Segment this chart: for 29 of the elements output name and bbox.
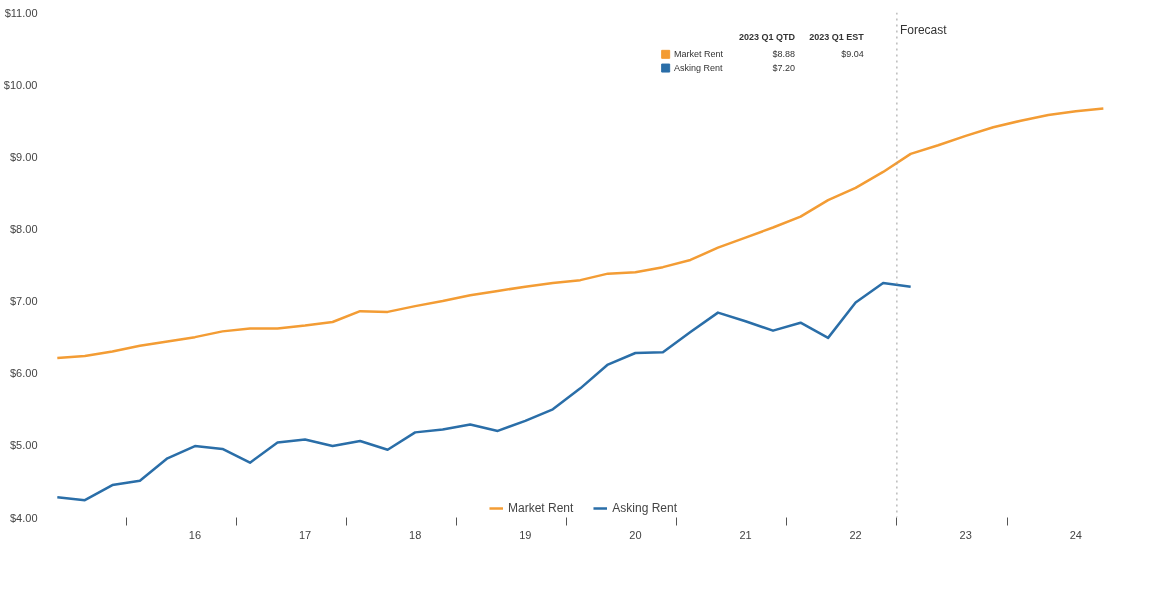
- legend-label: Asking Rent: [612, 501, 678, 515]
- x-tick-label: 20: [629, 528, 642, 541]
- x-tick-label: 19: [519, 528, 532, 541]
- y-tick-label: $8.00: [9, 222, 38, 235]
- y-tick-label: $9.00: [9, 150, 38, 163]
- x-tick-label: 18: [409, 528, 422, 541]
- text: Asking Rent: [673, 63, 723, 74]
- y-tick-label: $4.00: [9, 511, 38, 524]
- y-tick-label: $7.00: [9, 295, 38, 308]
- annotation: 2023 Q1 QTD: [739, 32, 796, 43]
- x-tick-label: 17: [298, 528, 312, 541]
- y-tick-label: $10.00: [3, 78, 38, 91]
- annotation: 2023 Q1 EST: [809, 32, 865, 43]
- annotation: $7.20: [772, 63, 796, 74]
- x-tick-label: 16: [188, 528, 202, 541]
- line-series: [56, 281, 912, 502]
- x-tick-label: 21: [739, 528, 752, 541]
- legend-label: Market Rent: [673, 49, 724, 60]
- x-tick-label: 22: [849, 528, 862, 541]
- annotation: $9.04: [841, 49, 864, 60]
- annotation: $8.88: [772, 49, 796, 60]
- y-tick-label: $5.00: [9, 439, 38, 452]
- x-tick-label: 24: [1069, 528, 1082, 541]
- y-tick-label: $6.00: [9, 367, 38, 380]
- x-tick-label: 23: [959, 528, 972, 541]
- line-series: [56, 107, 1105, 360]
- y-tick-label: $11.00: [4, 6, 38, 19]
- annotation: Forecast: [899, 22, 948, 37]
- text: Market Rent: [507, 501, 574, 515]
